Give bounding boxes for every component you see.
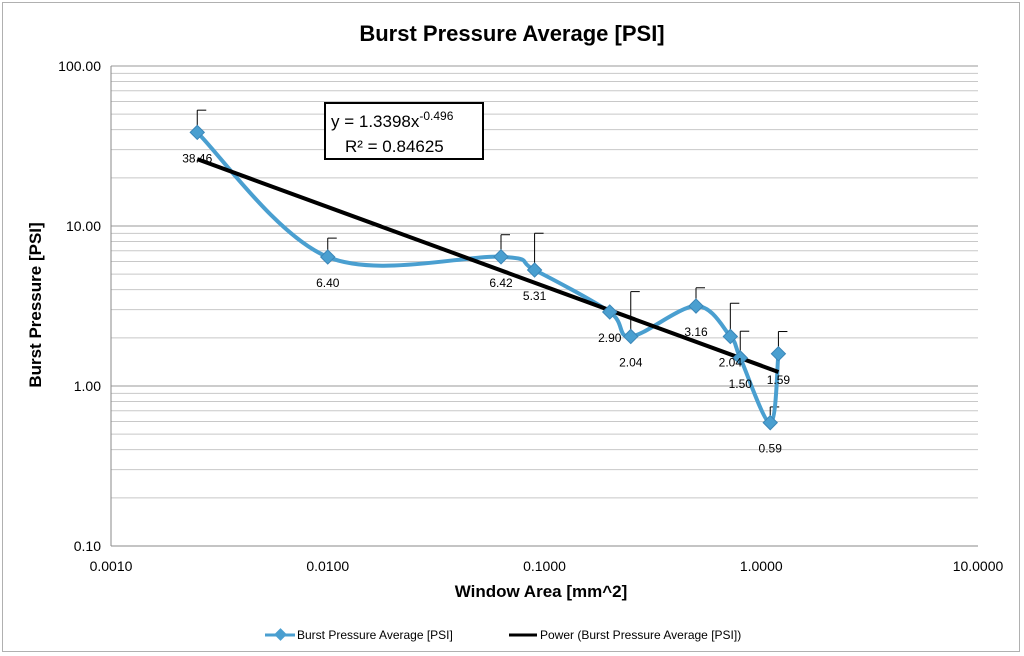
data-point-marker — [189, 124, 206, 141]
data-point-marker — [493, 249, 509, 265]
power-trendline — [196, 157, 780, 374]
data-label: 2.04 — [619, 355, 643, 369]
y-axis-title: Burst Pressure [PSI] — [26, 222, 45, 387]
data-label: 0.59 — [759, 442, 783, 456]
series-line-burst-pressure — [195, 130, 781, 425]
data-point-marker — [526, 262, 543, 278]
trendline-r-squared: R² = 0.84625 — [345, 137, 444, 156]
data-point-marker — [319, 249, 336, 265]
y-tick-label: 100.00 — [58, 58, 101, 74]
legend-label-burst-pressure: Burst Pressure Average [PSI] — [297, 628, 453, 642]
data-label: 1.50 — [729, 377, 753, 391]
data-label: 2.04 — [719, 355, 743, 369]
data-point-marker — [762, 414, 779, 431]
trendline-equation: y = 1.3398x-0.496 — [331, 109, 454, 131]
x-tick-labels: 0.0010 0.0100 0.1000 1.0000 10.0000 — [90, 558, 1004, 574]
data-label: 2.90 — [598, 331, 622, 345]
x-tick-label: 10.0000 — [953, 558, 1004, 574]
equation-box-border — [324, 102, 484, 160]
trendline-equation-box: y = 1.3398x-0.496 R² = 0.84625 — [324, 102, 484, 160]
x-tick-label: 0.0100 — [306, 558, 349, 574]
data-point-marker — [601, 304, 618, 320]
gridlines — [111, 65, 978, 499]
axes — [110, 66, 978, 547]
x-tick-label: 0.1000 — [523, 558, 566, 574]
data-label: 38.46 — [182, 151, 212, 165]
data-labels: 38.46 6.40 6.42 5.31 2.90 2.04 3.16 2.04 1.50 0.5… — [182, 151, 790, 455]
data-label: 6.42 — [489, 276, 513, 290]
x-tick-label: 0.0010 — [90, 558, 133, 574]
x-axis-title: Window Area [mm^2] — [455, 582, 628, 601]
y-tick-label: 0.10 — [74, 538, 101, 554]
data-point-marker — [722, 328, 739, 345]
chart-title: Burst Pressure Average [PSI] — [359, 21, 664, 46]
data-markers — [189, 124, 787, 431]
data-point-marker — [622, 328, 639, 345]
legend: Burst Pressure Average [PSI] Power (Burs… — [265, 628, 741, 642]
y-tick-labels: 0.10 1.00 10.00 100.00 — [58, 58, 101, 554]
data-label: 3.16 — [684, 325, 708, 339]
data-label: 1.59 — [767, 373, 791, 387]
data-point-marker — [688, 298, 704, 314]
legend-swatch-marker — [274, 628, 287, 641]
legend-item-burst-pressure: Burst Pressure Average [PSI] — [265, 628, 453, 642]
data-point-marker — [770, 345, 787, 362]
legend-label-power-trendline: Power (Burst Pressure Average [PSI]) — [540, 628, 741, 642]
data-point-marker — [732, 350, 749, 366]
x-tick-label: 1.0000 — [740, 558, 783, 574]
chart-canvas: Burst Pressure Average [PSI] 0.10 1.00 10.… — [26, 21, 1004, 642]
data-label: 5.31 — [523, 289, 547, 303]
y-tick-label: 1.00 — [74, 378, 101, 394]
legend-item-power-trendline: Power (Burst Pressure Average [PSI]) — [509, 628, 741, 642]
y-tick-label: 10.00 — [66, 218, 101, 234]
data-label: 6.40 — [316, 276, 340, 290]
